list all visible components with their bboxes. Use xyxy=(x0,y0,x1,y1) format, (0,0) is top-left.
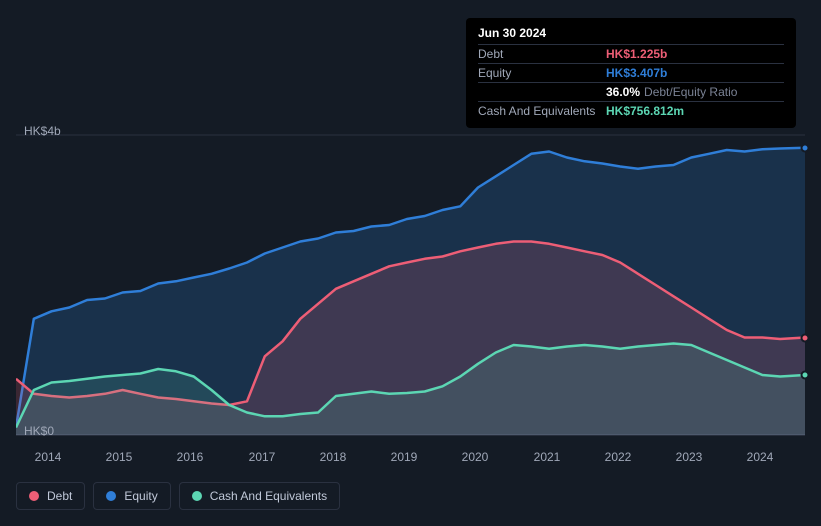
x-tick-label: 2021 xyxy=(534,450,561,464)
x-tick-label: 2024 xyxy=(747,450,774,464)
tooltip-row: EquityHK$3.407b xyxy=(478,63,784,82)
legend-dot xyxy=(106,491,116,501)
legend-label: Equity xyxy=(124,489,157,503)
x-tick-label: 2022 xyxy=(605,450,632,464)
legend-dot xyxy=(29,491,39,501)
legend-label: Cash And Equivalents xyxy=(210,489,327,503)
x-tick-label: 2015 xyxy=(106,450,133,464)
tooltip-row-label: Cash And Equivalents xyxy=(478,104,606,118)
tooltip-row-label xyxy=(478,85,606,99)
legend-item[interactable]: Equity xyxy=(93,482,170,510)
series-end-marker xyxy=(801,143,810,152)
x-tick-label: 2020 xyxy=(462,450,489,464)
x-tick-label: 2016 xyxy=(177,450,204,464)
x-tick-label: 2019 xyxy=(391,450,418,464)
tooltip-row-value: HK$1.225b xyxy=(606,47,667,61)
tooltip-row: Cash And EquivalentsHK$756.812m xyxy=(478,101,784,120)
x-axis: 2014 2015 2016 2017 2018 2019 2020 2021 2022 2023… xyxy=(16,450,805,470)
x-tick-label: 2017 xyxy=(249,450,276,464)
x-tick-label: 2023 xyxy=(676,450,703,464)
series-end-marker xyxy=(801,371,810,380)
series-end-marker xyxy=(801,333,810,342)
tooltip-row-value: 36.0%Debt/Equity Ratio xyxy=(606,85,737,99)
legend-dot xyxy=(192,491,202,501)
legend-label: Debt xyxy=(47,489,72,503)
legend-item[interactable]: Debt xyxy=(16,482,85,510)
tooltip-date: Jun 30 2024 xyxy=(478,26,784,40)
legend-item[interactable]: Cash And Equivalents xyxy=(179,482,340,510)
tooltip-row-label: Equity xyxy=(478,66,606,80)
tooltip-row: 36.0%Debt/Equity Ratio xyxy=(478,82,784,101)
tooltip-row-value: HK$3.407b xyxy=(606,66,667,80)
x-tick-label: 2014 xyxy=(35,450,62,464)
y-tick-label: HK$0 xyxy=(24,424,64,438)
tooltip-row-sub: Debt/Equity Ratio xyxy=(644,85,737,99)
tooltip-row: DebtHK$1.225b xyxy=(478,44,784,63)
tooltip: Jun 30 2024 DebtHK$1.225bEquityHK$3.407b… xyxy=(466,18,796,128)
tooltip-row-value: HK$756.812m xyxy=(606,104,684,118)
tooltip-row-label: Debt xyxy=(478,47,606,61)
x-tick-label: 2018 xyxy=(320,450,347,464)
legend: Debt Equity Cash And Equivalents xyxy=(16,482,340,510)
y-tick-label: HK$4b xyxy=(24,124,64,138)
